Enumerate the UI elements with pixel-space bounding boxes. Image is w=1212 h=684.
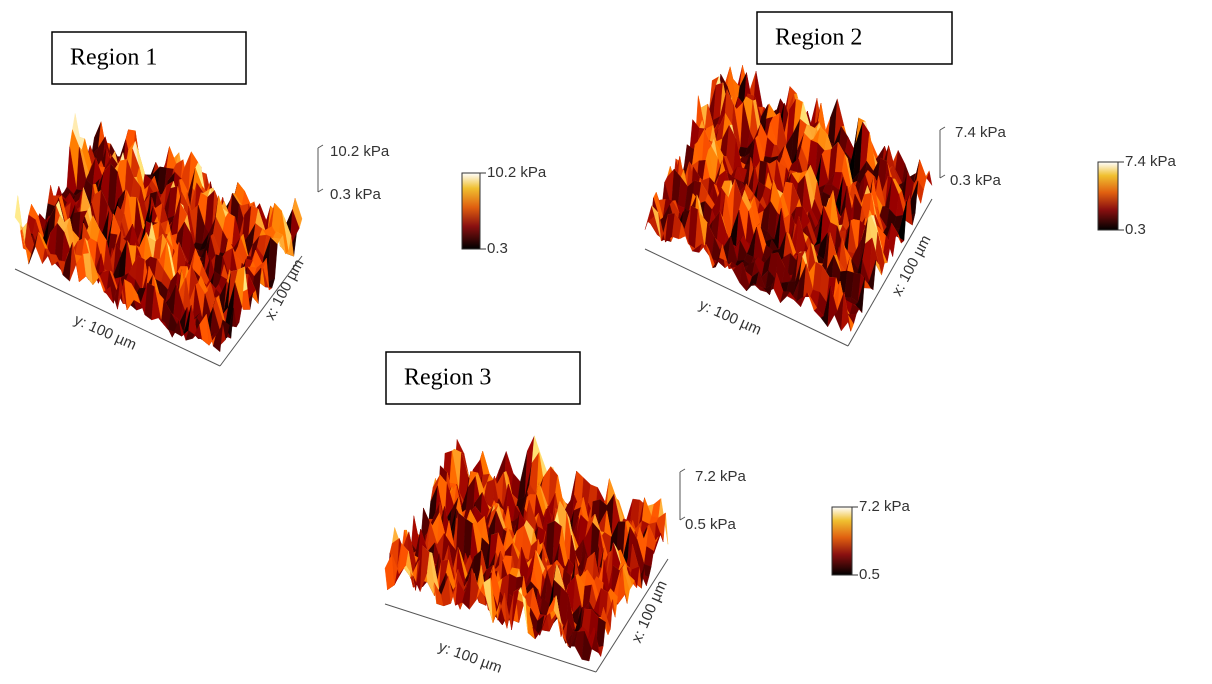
figure: Region 1 10.2 kPa 0.3 kPa y: 100 µm x: 100 µ…: [0, 0, 1212, 684]
z-min-label: 0.5 kPa: [685, 516, 737, 533]
z-max-label: 7.2 kPa: [695, 468, 747, 485]
colorbar-min-label: 0.3: [487, 240, 508, 257]
colorbar-min-label: 0.3: [1125, 221, 1146, 238]
z-max-label: 7.4 kPa: [955, 124, 1007, 141]
z-tick: [940, 127, 945, 130]
z-tick: [318, 189, 323, 192]
colorbar: [832, 507, 852, 575]
z-tick: [940, 175, 945, 178]
colorbar-max-label: 7.2 kPa: [859, 498, 911, 515]
colorbar-min-label: 0.5: [859, 566, 880, 583]
surface: [385, 436, 668, 661]
panel: Region 2 7.4 kPa 0.3 kPa y: 100 µm x: 100 µm…: [645, 12, 1177, 346]
surface: [15, 113, 302, 351]
colorbar-max-label: 10.2 kPa: [487, 164, 547, 181]
panel-title: Region 3: [404, 365, 491, 391]
z-max-label: 10.2 kPa: [330, 143, 390, 160]
z-min-label: 0.3 kPa: [950, 172, 1002, 189]
y-axis-label: y: 100 µm: [436, 638, 504, 677]
panel-title: Region 1: [70, 45, 157, 71]
y-axis-label: y: 100 µm: [697, 296, 764, 338]
y-axis-label: y: 100 µm: [72, 311, 139, 353]
x-axis-label: x: 100 µm: [888, 233, 934, 299]
z-tick: [318, 145, 323, 148]
panel-title: Region 2: [775, 25, 862, 51]
colorbar-max-label: 7.4 kPa: [1125, 153, 1177, 170]
colorbar: [462, 173, 480, 249]
colorbar: [1098, 162, 1118, 230]
z-tick: [680, 469, 685, 472]
z-min-label: 0.3 kPa: [330, 186, 382, 203]
